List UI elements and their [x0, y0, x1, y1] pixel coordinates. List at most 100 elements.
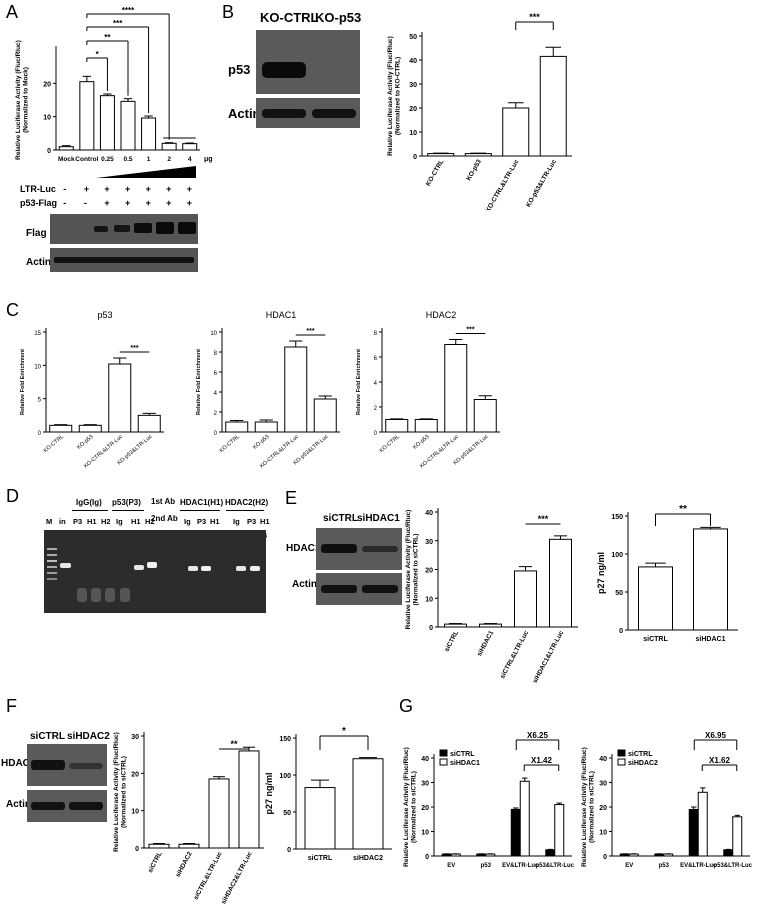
f0-ytick-label-0: 0 [135, 846, 139, 853]
g0-cat-label-1: p53 [481, 863, 492, 869]
c0-bar-0-0 [49, 424, 73, 433]
c1-bracket-label: *** [306, 328, 314, 335]
g1-bar-0-1 [628, 853, 639, 857]
d-group-label-2: 1st Ab [151, 497, 176, 506]
c2-cat-label-0: KO-CTRL [379, 434, 401, 454]
panel-letter-f: F [6, 696, 17, 716]
d-group-label-3: 2nd Ab [151, 514, 178, 523]
panel-a-chart: 0 10 20 Mock Control 0.25 0.5 1 2 4 Relative Lucif… [15, 6, 213, 178]
f0-bracket-label: ** [230, 739, 238, 749]
e1-ytick-label-2: 100 [611, 552, 623, 559]
a-row-label-p53: p53-Flag [20, 198, 58, 208]
a-mark-1-4: + [145, 198, 151, 208]
a-mark-1-3: + [125, 198, 131, 208]
panel-letter-g: G [399, 696, 414, 716]
e0-bar-0-0 [444, 623, 467, 628]
c1-ytick-label-1: 2 [214, 411, 218, 417]
c0-title: p53 [97, 310, 112, 320]
c2-ylabel-line-0: Relative Fold Enrichment [356, 349, 362, 415]
c0-bar-3-0 [137, 414, 161, 433]
c1-cat-label-1: KO-p53 [252, 434, 270, 451]
e1-cat-label-0: siCTRL [643, 636, 668, 643]
d-lane-label-10: H1 [210, 517, 220, 526]
e1-cat-label-1: siHDAC1 [696, 636, 726, 643]
a-actin-blot [50, 248, 198, 272]
f0-ytick-label-3: 30 [131, 734, 139, 741]
g1-ylabel-line-1: (Normalized to siCTRL) [589, 771, 596, 843]
a-bar-2-0 [99, 95, 115, 151]
a-ylabel: Relative Luciferase Activity (Fluc/Rluc)… [15, 40, 30, 160]
g1-bar-1-0 [654, 853, 665, 857]
f0-cat-label-1: siHDAC2 [175, 850, 194, 878]
g1-ytick-label-3: 30 [599, 781, 607, 788]
b-p53-bands [262, 62, 306, 78]
b-blot-header-koctrl: KO-CTRL [260, 10, 319, 25]
b-cat-label-2: KO-CTRL&LTR-Luc [485, 158, 521, 210]
g1-bar-3-0 [723, 849, 734, 857]
b-bar-0-0 [427, 153, 455, 157]
c2-bar-0-0 [385, 419, 409, 433]
c2-bar-2-0 [444, 344, 468, 433]
b-blot-header-kop53: KO-p53 [315, 10, 362, 25]
c1-ytick-label-2: 4 [214, 391, 218, 397]
d-lane-label-3: H1 [87, 517, 97, 526]
f0-bar-3-0 [238, 750, 260, 849]
f0-ylabel: Relative Luciferase Activity (Fluc/Rluc)… [113, 732, 128, 852]
g1-cat-label-3: p53&LTR-Luc [713, 863, 752, 869]
e0-bar-3-0 [549, 538, 572, 628]
d-lane-label-9: P3 [197, 517, 207, 526]
c0-ytick-label-1: 5 [38, 398, 42, 404]
a-mark-0-6: + [186, 184, 192, 194]
f0-ytick-label-2: 20 [131, 771, 139, 778]
a-dose-ramp [96, 166, 196, 178]
b-bracket-label: *** [529, 12, 540, 22]
b-ylabel: Relative Luciferase Activity (Fluc/Rluc)… [387, 36, 402, 156]
b-actin-blot [256, 98, 360, 128]
c1-cat-label-0: KO-CTRL [219, 434, 241, 454]
g1-ylabel-line-0: Relative Luciferase Activity (Fluc/Rluc) [581, 747, 588, 867]
a-unit: μg [204, 156, 213, 163]
a-bar-0-0 [58, 146, 74, 151]
a-mark-1-0: - [63, 198, 67, 208]
e0-cat-label-0: siCTRL [443, 630, 460, 653]
c2-ytick-label-0: 0 [374, 431, 378, 437]
d-lane-label-0: M [46, 517, 53, 526]
d-group-label-4: HDAC1(H1) [180, 498, 224, 507]
g0-legend-swatch-1 [439, 758, 448, 766]
c0-ylabel-line-0: Relative Fold Enrichment [20, 349, 26, 415]
e0-ytick-label-4: 40 [425, 510, 433, 517]
e0-cat-label-1: siHDAC1 [476, 629, 495, 657]
d-lane-label-2: P3 [73, 517, 83, 526]
g0-legend-label-1: siHDAC1 [450, 760, 480, 767]
a-mark-0-3: + [125, 184, 131, 194]
c1-ytick-label-0: 0 [214, 431, 218, 437]
a-ytick-label-0: 0 [47, 148, 51, 155]
g0-ytick-label-1: 10 [421, 830, 429, 837]
a-mark-0-2: + [104, 184, 110, 194]
f1-ytick-label-2: 100 [279, 773, 291, 780]
a-mark-1-6: + [186, 198, 192, 208]
c2-bar-1-0 [414, 419, 438, 433]
g1-a1-bracket-label: X1.62 [709, 756, 730, 765]
e-blot-header-sictrl: siCTRL [323, 513, 358, 524]
a-cat-label-2: 0.25 [101, 156, 114, 163]
g1-bar-0-0 [619, 853, 630, 857]
b-cat-label-3: KO-p53&LTR-Luc [525, 158, 558, 208]
a-cat-label-6: 4 [188, 156, 192, 163]
g1-ytick-label-2: 20 [599, 805, 607, 812]
d-group-label-0: IgG(Ig) [76, 498, 102, 507]
d-gel [44, 530, 266, 613]
g1-ytick-label-4: 40 [599, 756, 607, 763]
c2-bar-3-0 [473, 399, 497, 433]
c2-ylabel: Relative Fold Enrichment [356, 349, 362, 415]
g1-cat-label-2: EV&LTR-Luc [680, 863, 717, 869]
f1-ytick-label-0: 0 [287, 847, 291, 854]
a-cat-label-5: 2 [167, 156, 171, 163]
d-lane-label-7: H2 [145, 517, 155, 526]
f0-ytick-label-1: 10 [131, 809, 139, 816]
f0-bar-2-0 [208, 778, 230, 849]
d-gel-bands [47, 548, 260, 602]
e0-ytick-label-2: 20 [425, 568, 433, 575]
a-cat-label-0: Mock [58, 156, 75, 163]
c0-cat-label-1: KO-p53 [76, 434, 94, 451]
